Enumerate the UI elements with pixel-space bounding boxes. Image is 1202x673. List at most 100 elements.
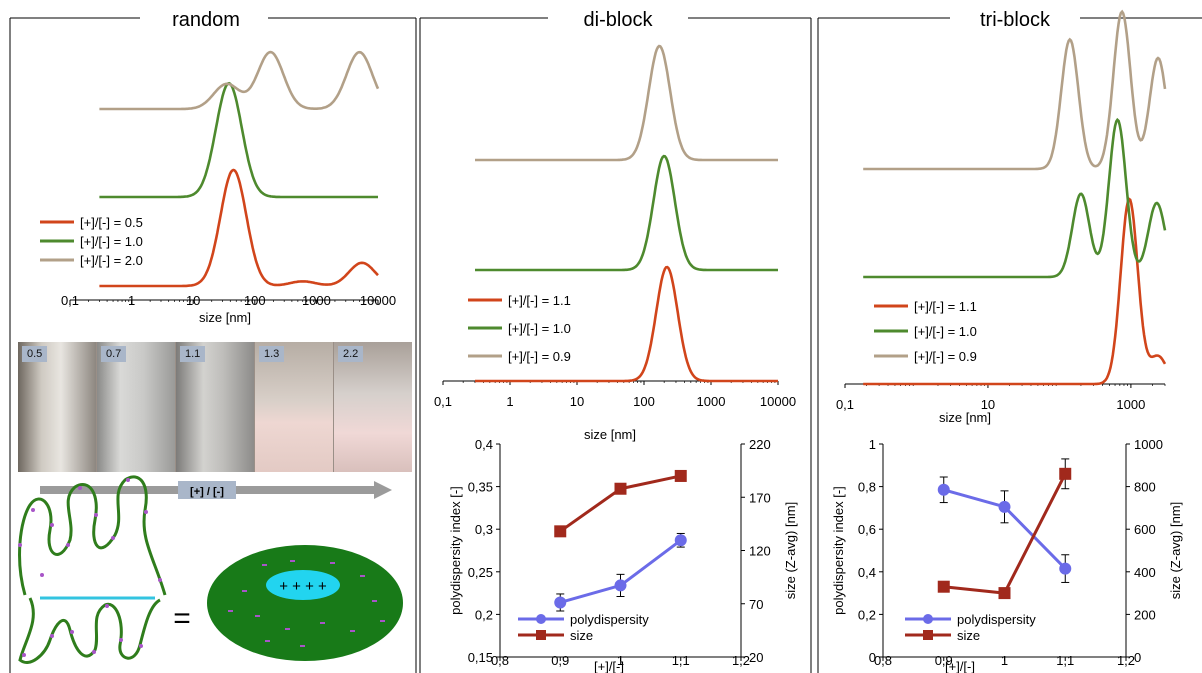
x-tick-label-random: 10000 bbox=[360, 293, 396, 308]
y-axis-label-summary-di-block: polydispersity index [-] bbox=[448, 486, 463, 615]
vial-4: 2.2 bbox=[334, 342, 412, 472]
legend-marker-summary-tri-block-1 bbox=[923, 630, 933, 640]
y-tick-label-summary-di-block: 0,25 bbox=[468, 565, 493, 580]
core-charges: + + + + bbox=[279, 578, 327, 595]
y-tick-label-summary-di-block: 0,3 bbox=[475, 522, 493, 537]
panel-frames bbox=[9, 17, 1202, 673]
x-tick-label-summary-di-block: 1 bbox=[617, 653, 624, 668]
data-point-summary-di-block-polydispersity bbox=[554, 596, 567, 609]
x-tick-label-di-block: 10000 bbox=[760, 394, 796, 409]
vial-label-3: 1.3 bbox=[259, 346, 285, 362]
x-tick-label-summary-tri-block: 0,9 bbox=[935, 653, 953, 668]
vial-label-2: 1.1 bbox=[180, 346, 206, 362]
x-axis-label-summary-di-block: [+]/[-] bbox=[594, 659, 624, 673]
legend-label-random-2: [+]/[-] = 2.0 bbox=[80, 253, 143, 268]
data-point-summary-tri-block-polydispersity bbox=[1059, 562, 1072, 575]
data-point-summary-tri-block-polydispersity bbox=[998, 500, 1011, 513]
y2-tick-label-summary-tri-block: 400 bbox=[1134, 565, 1156, 580]
data-point-summary-di-block-polydispersity bbox=[614, 579, 627, 592]
y2-tick-label-summary-di-block: 20 bbox=[749, 650, 763, 665]
x-tick-label-summary-tri-block: 1 bbox=[1001, 653, 1008, 668]
y-tick-label-summary-tri-block: 0,4 bbox=[858, 565, 876, 580]
y2-axis-label-summary-tri-block: size (Z-avg) [nm] bbox=[1168, 502, 1183, 600]
legend-marker-summary-di-block-0 bbox=[536, 614, 546, 624]
polymer-schematic: = + + + + bbox=[18, 475, 403, 664]
panel-title-random: random bbox=[172, 9, 240, 31]
vial-label-0: 0.5 bbox=[22, 346, 48, 362]
x-tick-label-random: 10 bbox=[186, 293, 200, 308]
legend-label-summary-tri-block-0: polydispersity bbox=[957, 612, 1036, 627]
legend-marker-summary-tri-block-0 bbox=[923, 614, 933, 624]
equals-sign: = bbox=[173, 602, 191, 635]
data-point-summary-di-block-size bbox=[674, 469, 687, 482]
legend-label-tri-block-2: [+]/[-] = 0.9 bbox=[914, 349, 977, 364]
shell-charges bbox=[228, 560, 385, 647]
series-line-di-block-0 bbox=[475, 265, 778, 383]
y-tick-label-summary-di-block: 0,15 bbox=[468, 650, 493, 665]
y2-tick-label-summary-tri-block: 1000 bbox=[1134, 437, 1163, 452]
series-line-random-1 bbox=[99, 81, 378, 199]
x-tick-label-summary-di-block: 0,9 bbox=[551, 653, 569, 668]
series-line-tri-block-1 bbox=[863, 117, 1167, 279]
x-tick-label-random: 1 bbox=[128, 293, 135, 308]
series-line-random-0 bbox=[99, 168, 379, 288]
y-tick-label-summary-di-block: 0,4 bbox=[475, 437, 493, 452]
x-tick-label-tri-block: 0,1 bbox=[836, 397, 854, 412]
series-line-tri-block-2 bbox=[863, 9, 1167, 171]
y2-axis-label-summary-di-block: size (Z-avg) [nm] bbox=[783, 502, 798, 600]
ratio-arrow-label: [+] / [-] bbox=[190, 486, 224, 498]
series-line-tri-block-0 bbox=[863, 197, 1167, 386]
y2-tick-label-summary-tri-block: 600 bbox=[1134, 522, 1156, 537]
x-tick-label-summary-tri-block: 1,2 bbox=[1117, 653, 1135, 668]
legend-label-di-block-0: [+]/[-] = 1.1 bbox=[508, 293, 571, 308]
y2-tick-label-summary-di-block: 70 bbox=[749, 597, 763, 612]
y-tick-label-summary-tri-block: 1 bbox=[869, 437, 876, 452]
y-tick-label-summary-di-block: 0,2 bbox=[475, 607, 493, 622]
y2-tick-label-summary-di-block: 220 bbox=[749, 437, 771, 452]
x-tick-label-summary-tri-block: 0,8 bbox=[874, 653, 892, 668]
panel-title-triblock: tri-block bbox=[980, 9, 1051, 31]
vial-0: 0.5 bbox=[18, 342, 96, 472]
ratio-arrow: [+] / [-] bbox=[40, 481, 392, 499]
series-line-di-block-1 bbox=[475, 154, 778, 272]
data-point-summary-di-block-size bbox=[614, 482, 627, 495]
series-line-di-block-2 bbox=[475, 44, 778, 162]
x-tick-label-di-block: 1 bbox=[506, 394, 513, 409]
x-tick-label-random: 1000 bbox=[302, 293, 331, 308]
legend-label-random-0: [+]/[-] = 0.5 bbox=[80, 215, 143, 230]
x-tick-label-tri-block: 1000 bbox=[1116, 397, 1145, 412]
data-point-summary-tri-block-size bbox=[937, 580, 950, 593]
y-axis-label-summary-tri-block: polydispersity index [-] bbox=[831, 486, 846, 615]
vial-1: 0.7 bbox=[97, 342, 175, 472]
legend-label-summary-di-block-1: size bbox=[570, 628, 593, 643]
x-tick-label-di-block: 0,1 bbox=[434, 394, 452, 409]
x-tick-label-summary-di-block: 1,1 bbox=[672, 653, 690, 668]
legend-label-random-1: [+]/[-] = 1.0 bbox=[80, 234, 143, 249]
polymer-chains bbox=[18, 475, 167, 664]
x-tick-label-summary-tri-block: 1,1 bbox=[1056, 653, 1074, 668]
x-tick-label-random: 0,1 bbox=[61, 293, 79, 308]
x-axis-label-di-block: size [nm] bbox=[584, 427, 636, 442]
y2-tick-label-summary-di-block: 170 bbox=[749, 490, 771, 505]
y2-tick-label-summary-tri-block: 800 bbox=[1134, 480, 1156, 495]
y2-tick-label-summary-di-block: 120 bbox=[749, 544, 771, 559]
legend-label-tri-block-0: [+]/[-] = 1.1 bbox=[914, 299, 977, 314]
vial-photo: 0.5 0.7 1.1 1.3 2.2 bbox=[18, 342, 412, 472]
vial-3: 1.3 bbox=[255, 342, 333, 472]
y2-tick-label-summary-tri-block: 200 bbox=[1134, 607, 1156, 622]
legend-label-di-block-1: [+]/[-] = 1.0 bbox=[508, 321, 571, 336]
x-tick-label-di-block: 10 bbox=[570, 394, 584, 409]
y-tick-label-summary-tri-block: 0 bbox=[869, 650, 876, 665]
panel-title-diblock: di-block bbox=[584, 9, 654, 31]
legend-label-summary-tri-block-1: size bbox=[957, 628, 980, 643]
vial-label-1: 0.7 bbox=[101, 346, 127, 362]
x-tick-label-random: 100 bbox=[244, 293, 266, 308]
legend-label-di-block-2: [+]/[-] = 0.9 bbox=[508, 349, 571, 364]
data-point-summary-di-block-size bbox=[554, 525, 567, 538]
x-tick-label-di-block: 1000 bbox=[697, 394, 726, 409]
x-tick-label-summary-di-block: 1,2 bbox=[732, 653, 750, 668]
y2-tick-label-summary-tri-block: 0 bbox=[1134, 650, 1141, 665]
y-tick-label-summary-tri-block: 0,6 bbox=[858, 522, 876, 537]
